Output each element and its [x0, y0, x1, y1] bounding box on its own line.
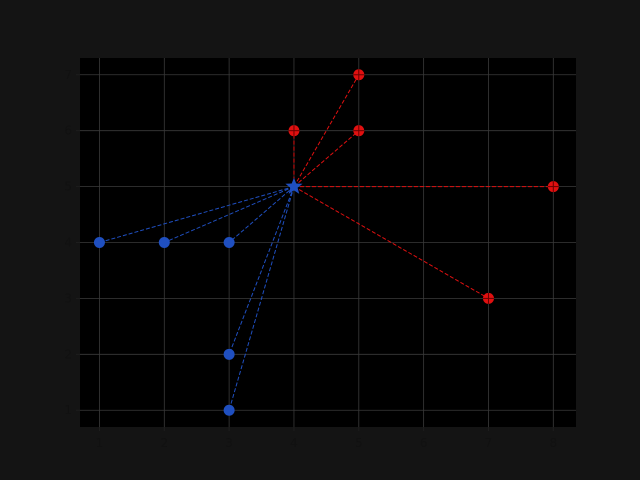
data-point — [482, 292, 494, 304]
point-marker — [158, 237, 170, 248]
data-point — [223, 404, 235, 416]
data-point — [158, 237, 170, 248]
data-point — [223, 348, 235, 360]
center-star-marker — [285, 177, 303, 194]
point-marker — [223, 348, 235, 360]
y-tick-label: 6 — [64, 124, 72, 138]
y-tick-labels: 1 2 3 4 5 6 7 — [64, 68, 72, 417]
data-point — [353, 125, 365, 137]
connector-line — [293, 186, 489, 299]
x-tick-labels: 1 2 3 4 5 6 7 8 — [96, 436, 557, 450]
y-tick-label: 5 — [64, 180, 72, 194]
point-marker — [93, 237, 105, 248]
y-tick-label: 3 — [64, 291, 72, 305]
point-marker — [223, 404, 235, 416]
data-point — [288, 125, 300, 137]
data-point — [547, 181, 559, 193]
connector-line — [99, 186, 295, 243]
y-tick-label: 4 — [64, 236, 72, 250]
center-point — [285, 177, 303, 194]
axis-ticks — [76, 74, 554, 431]
y-tick-label: 1 — [64, 403, 72, 417]
connector-lines — [99, 74, 554, 411]
x-tick-label: 3 — [225, 436, 233, 450]
x-tick-label: 6 — [420, 436, 428, 450]
connector-line — [228, 186, 295, 243]
x-tick-label: 5 — [355, 436, 363, 450]
data-points — [93, 69, 559, 416]
connector-line — [164, 186, 295, 243]
y-tick-label: 7 — [64, 68, 72, 82]
x-tick-label: 8 — [549, 436, 557, 450]
x-tick-label: 7 — [485, 436, 493, 450]
x-tick-label: 4 — [290, 436, 298, 450]
data-point — [223, 237, 235, 248]
data-point — [93, 237, 105, 248]
x-tick-label: 1 — [96, 436, 104, 450]
connector-line — [293, 74, 360, 187]
connector-line — [228, 186, 295, 411]
y-tick-label: 2 — [64, 347, 72, 361]
x-tick-label: 2 — [160, 436, 168, 450]
point-marker — [223, 237, 235, 248]
data-point — [353, 69, 365, 81]
connector-line — [293, 130, 360, 187]
